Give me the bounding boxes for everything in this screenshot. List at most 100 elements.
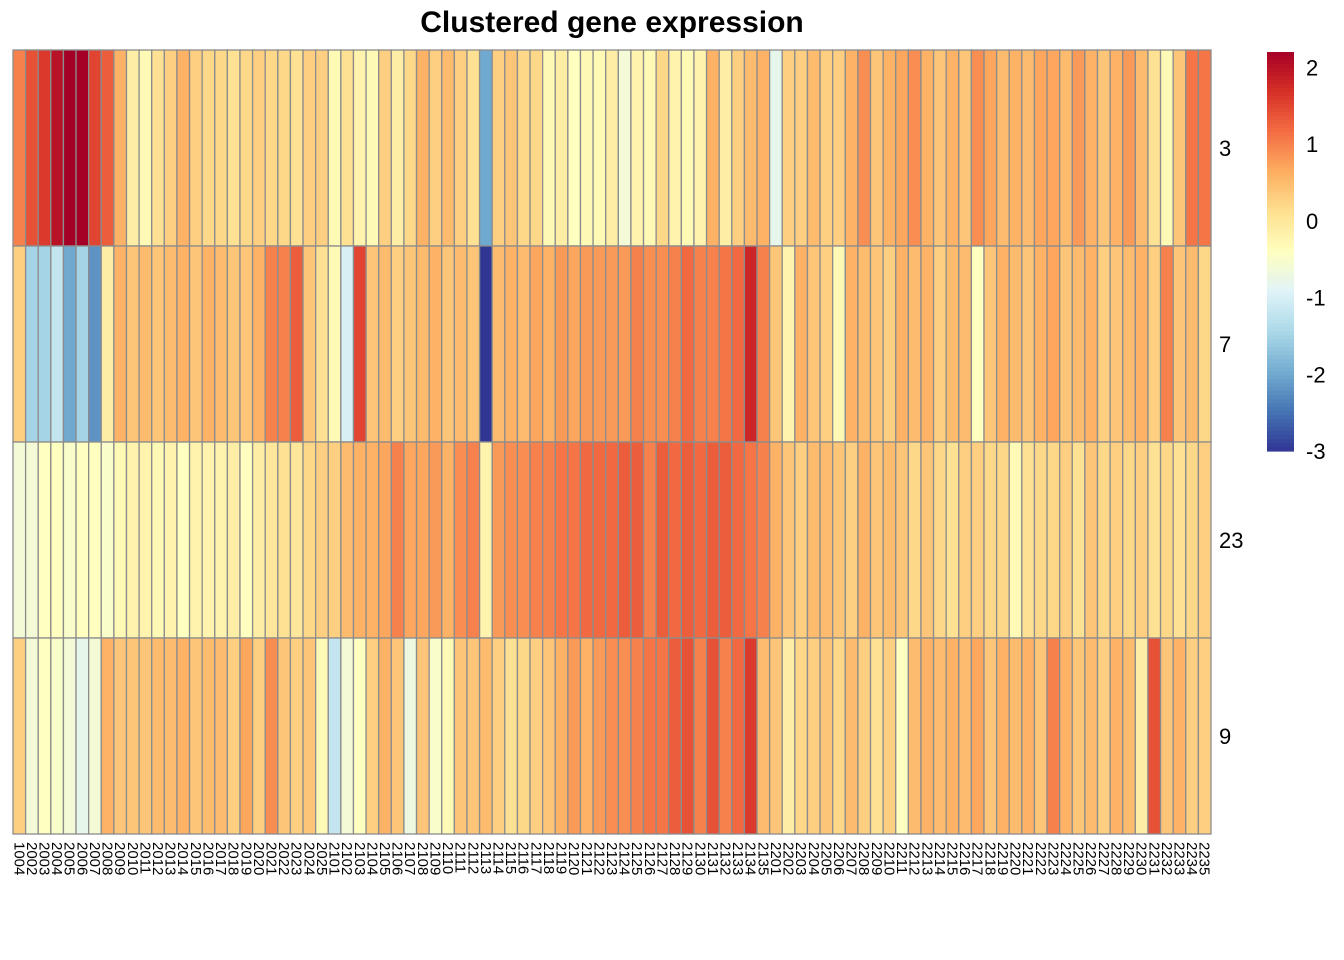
heatmap-cell [1147,441,1162,639]
heatmap-cell [693,49,708,247]
column-label: 2104 [363,842,380,875]
column-label: 2204 [805,842,822,875]
heatmap-cell [516,245,531,443]
heatmap-cell [12,49,27,247]
column-label: 2024 [300,842,317,875]
heatmap-cell [1185,637,1200,835]
heatmap-cell [541,245,556,443]
heatmap-cell [125,49,140,247]
heatmap-cell [1109,49,1124,247]
heatmap-cell [50,637,65,835]
column-label: 2220 [1007,842,1024,875]
heatmap-cell [1197,441,1212,639]
heatmap-cell [1122,637,1136,835]
column-label: 2003 [36,842,53,875]
heatmap-cell [62,245,77,443]
column-label: 2226 [1082,842,1099,875]
legend-swatch [1267,155,1294,161]
column-label: 2110 [439,842,456,874]
heatmap-cell [932,637,947,835]
legend-swatch [1267,187,1294,193]
heatmap-cell [62,49,77,247]
heatmap-cell [441,245,456,443]
heatmap-cell [1021,49,1036,247]
heatmap-cell [592,49,607,247]
heatmap-cell [1185,441,1200,639]
heatmap-cell [592,441,607,639]
column-label: 2106 [389,842,406,875]
legend-tick-label: 2 [1306,55,1318,80]
heatmap-cell [705,49,720,247]
heatmap-cell [945,441,960,639]
heatmap-cell [403,49,418,247]
legend-swatch [1267,111,1294,117]
heatmap-cell [768,245,783,443]
heatmap-cell [1172,245,1187,443]
heatmap-cell [176,441,191,639]
heatmap-cell [264,245,279,443]
heatmap-cell [844,637,859,835]
column-label: 2134 [742,842,759,875]
heatmap-cell [1059,637,1073,835]
heatmap-cell [113,245,128,443]
legend-swatch [1267,339,1294,344]
column-label: 2131 [704,842,721,875]
heatmap-cell [693,441,708,639]
column-label: 2005 [61,842,78,875]
heatmap-cell [907,245,922,443]
heatmap-cell [605,637,619,835]
heatmap-cell [554,441,569,639]
heatmap-cell [1046,245,1061,443]
legend-swatch [1267,383,1294,388]
column-label: 2021 [263,842,280,875]
heatmap-cell [1008,441,1023,639]
legend-swatch [1267,347,1294,352]
heatmap-cell [844,441,859,639]
heatmap-cell [1197,49,1212,247]
heatmap-cell [390,637,405,835]
legend-swatch [1267,59,1294,65]
column-label: 2012 [149,842,166,875]
heatmap-cell [1172,49,1187,247]
heatmap-cell [188,245,203,443]
heatmap-cell [365,49,380,247]
legend-swatch [1267,387,1294,392]
legend-swatch [1267,131,1294,137]
heatmap-cell [857,441,872,639]
column-label: 2205 [817,842,834,875]
legend-swatch [1267,151,1294,157]
legend-swatch [1267,107,1294,113]
column-label: 2213 [918,842,935,875]
heatmap-cell [50,49,65,247]
heatmap-cell [453,441,468,639]
heatmap-cell [907,637,922,835]
heatmap-cell [390,441,405,639]
column-label: 2132 [717,842,734,875]
heatmap-cell [819,49,834,247]
heatmap-cell [1021,245,1036,443]
heatmap-cell [642,637,657,835]
column-label: 2228 [1107,842,1124,875]
heatmap-cell [516,637,531,835]
heatmap-cell [529,637,544,835]
legend-tick-label: -3 [1306,439,1326,464]
legend-swatch [1267,215,1294,221]
legend-swatch [1267,255,1294,261]
heatmap-cell [945,245,960,443]
heatmap-cell [251,637,266,835]
column-label: 2007 [86,842,103,875]
heatmap-cell [403,245,418,443]
heatmap-cell [844,245,859,443]
heatmap-cell [302,245,317,443]
legend-swatch [1267,103,1294,109]
heatmap-cell [352,245,367,443]
column-label: 2115 [502,842,519,874]
legend-swatch [1267,343,1294,348]
heatmap-cell [970,49,985,247]
heatmap-cell [932,245,947,443]
heatmap-cell [415,637,430,835]
heatmap-cell [680,441,695,639]
column-label: 2018 [225,842,242,875]
heatmap-cell [289,441,304,639]
heatmap-cell [630,637,645,835]
